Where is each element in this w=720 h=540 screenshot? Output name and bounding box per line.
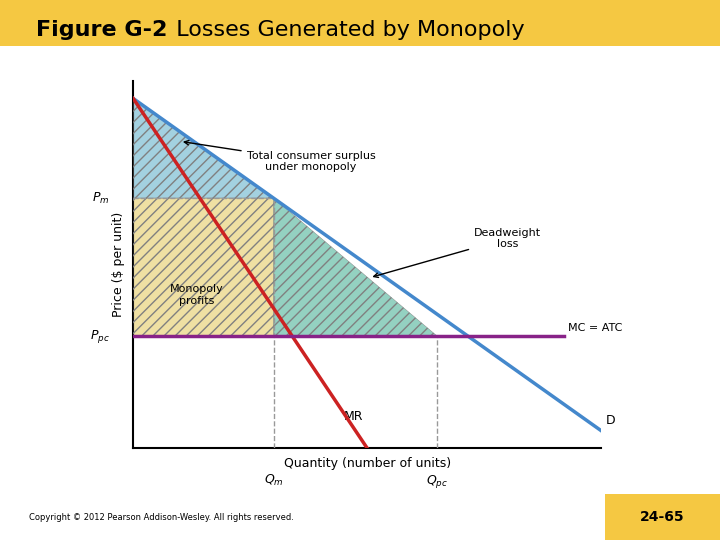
Text: $P_{pc}$: $P_{pc}$ <box>90 328 109 345</box>
Polygon shape <box>133 198 274 336</box>
Polygon shape <box>133 98 274 198</box>
Text: MC = ATC: MC = ATC <box>569 323 623 333</box>
Polygon shape <box>274 198 438 336</box>
Text: Total consumer surplus
under monopoly: Total consumer surplus under monopoly <box>184 140 375 172</box>
Text: Copyright © 2012 Pearson Addison-Wesley. All rights reserved.: Copyright © 2012 Pearson Addison-Wesley.… <box>29 513 294 522</box>
Text: Deadweight
loss: Deadweight loss <box>374 227 541 278</box>
Text: Monopoly
profits: Monopoly profits <box>169 285 223 306</box>
X-axis label: Quantity (number of units): Quantity (number of units) <box>284 456 451 470</box>
Text: 24-65: 24-65 <box>640 510 685 524</box>
Text: MR: MR <box>344 410 364 423</box>
Text: $Q_{pc}$: $Q_{pc}$ <box>426 472 449 490</box>
Text: Losses Generated by Monopoly: Losses Generated by Monopoly <box>162 19 525 40</box>
Bar <box>605 494 720 540</box>
Text: $P_m$: $P_m$ <box>92 191 109 206</box>
Text: $Q_m$: $Q_m$ <box>264 472 284 488</box>
Y-axis label: Price ($ per unit): Price ($ per unit) <box>112 212 125 317</box>
Text: D: D <box>606 414 616 427</box>
Text: Figure G-2: Figure G-2 <box>36 19 167 40</box>
